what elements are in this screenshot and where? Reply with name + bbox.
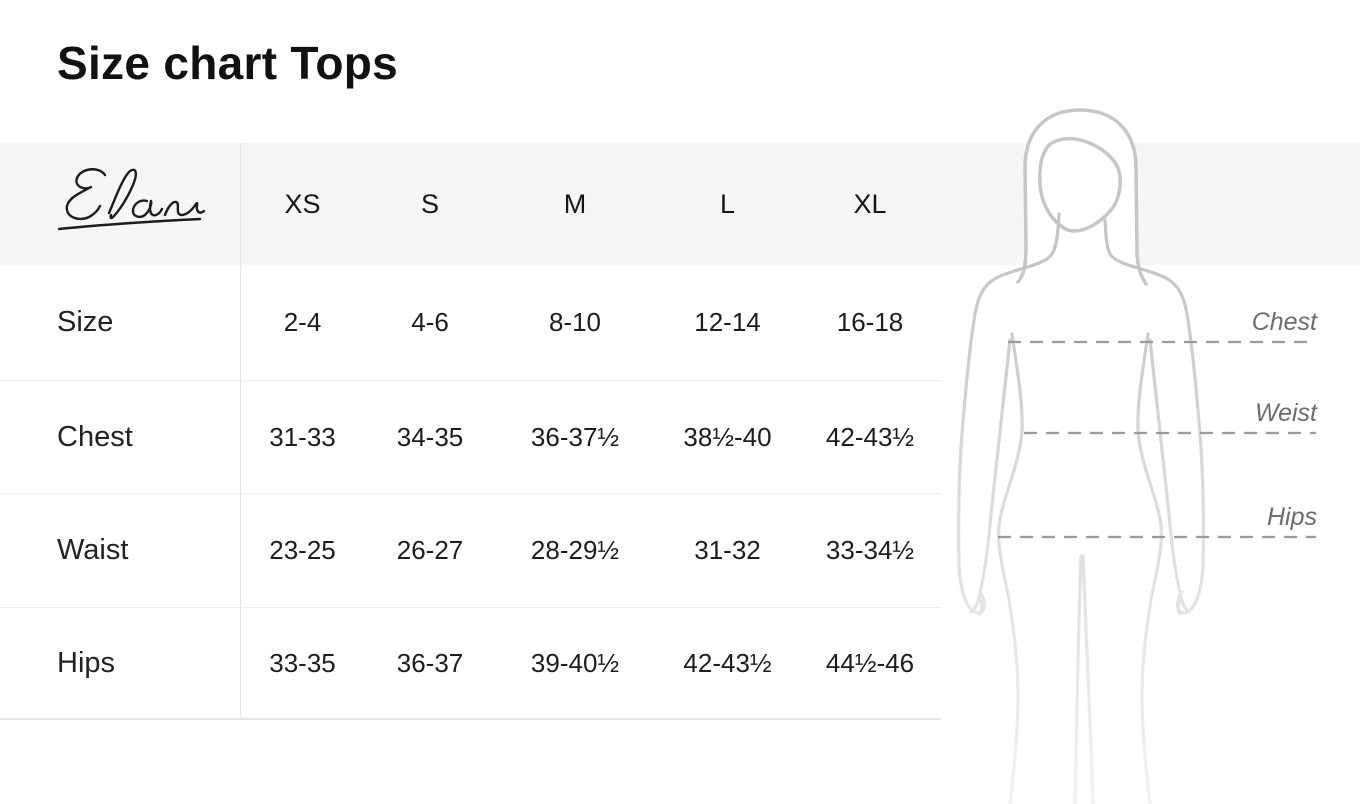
cell-size-xs: 2-4 bbox=[283, 307, 322, 337]
cell-chest-xs: 31-33 bbox=[269, 421, 336, 452]
row-label: Waist bbox=[57, 534, 129, 566]
table-bottom-border bbox=[0, 718, 941, 720]
cell-hips-m: 39-40½ bbox=[530, 647, 620, 678]
table-row-chest: Chest 31-33 34-35 36-37½ 38½-40 42-43½ bbox=[0, 381, 941, 493]
cell-chest-l: 38½-40 bbox=[683, 421, 772, 452]
chest-measure-label: Chest bbox=[1252, 308, 1318, 336]
waist-measure-label: Weist bbox=[1255, 399, 1318, 427]
column-header-xs: XS bbox=[284, 188, 321, 219]
brand-logo-cell bbox=[0, 157, 240, 251]
table-header-row: XS S M L XL bbox=[0, 143, 941, 265]
column-header-s: S bbox=[420, 188, 439, 219]
cell-waist-s: 26-27 bbox=[396, 535, 464, 565]
table-row-waist: Waist 23-25 26-27 28-29½ 31-32 33-34½ bbox=[0, 494, 941, 607]
row-divider bbox=[0, 607, 941, 608]
cell-chest-xl: 42-43½ bbox=[825, 421, 915, 452]
row-divider bbox=[0, 380, 941, 381]
table-row-size: Size 2-4 4-6 8-10 12-14 16-18 bbox=[0, 265, 941, 380]
cell-size-m: 8-10 bbox=[548, 307, 602, 337]
cell-chest-s: 34-35 bbox=[396, 421, 464, 452]
body-measurement-figure: Chest Weist Hips bbox=[957, 108, 1318, 804]
cell-size-s: 4-6 bbox=[411, 307, 449, 337]
table-row-hips: Hips 33-35 36-37 39-40½ 42-43½ 44½-46 bbox=[0, 608, 941, 718]
figure-body bbox=[957, 212, 1205, 804]
cell-waist-m: 28-29½ bbox=[530, 535, 620, 565]
cell-waist-l: 31-32 bbox=[694, 535, 761, 565]
column-divider bbox=[240, 143, 241, 718]
row-divider bbox=[0, 493, 941, 494]
row-label: Size bbox=[57, 306, 114, 338]
row-label: Chest bbox=[57, 420, 133, 453]
column-header-l: L bbox=[719, 188, 736, 219]
cell-size-l: 12-14 bbox=[694, 307, 761, 337]
elan-logo-icon bbox=[57, 168, 206, 231]
row-label: Hips bbox=[57, 646, 116, 679]
figure-hair bbox=[1016, 108, 1148, 286]
cell-waist-xs: 23-25 bbox=[269, 535, 336, 565]
cell-hips-xs: 33-35 bbox=[269, 647, 336, 678]
cell-chest-m: 36-37½ bbox=[530, 421, 620, 452]
figure-face bbox=[1038, 137, 1122, 233]
cell-waist-xl: 33-34½ bbox=[825, 535, 915, 565]
hips-measure-label: Hips bbox=[1267, 503, 1317, 531]
cell-hips-xl: 44½-46 bbox=[825, 647, 915, 678]
cell-size-xl: 16-18 bbox=[836, 307, 904, 337]
cell-hips-l: 42-43½ bbox=[683, 647, 772, 678]
cell-hips-s: 36-37 bbox=[396, 647, 464, 678]
column-header-m: M bbox=[563, 188, 587, 219]
column-header-xl: XL bbox=[853, 188, 887, 219]
page-title: Size chart Tops bbox=[57, 37, 399, 89]
